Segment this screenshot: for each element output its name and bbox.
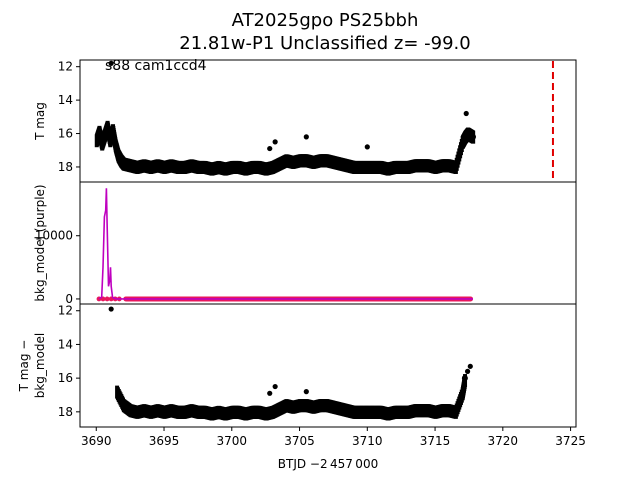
bkg-point xyxy=(104,296,110,302)
outlier-point xyxy=(108,306,114,312)
outlier-point xyxy=(267,145,273,152)
y-tick-label: 14 xyxy=(58,93,73,107)
y-tick-label: 0 xyxy=(65,292,73,306)
y-tick-label: 12 xyxy=(58,60,73,74)
outlier-point xyxy=(364,144,370,150)
outlier-point xyxy=(267,390,273,396)
outlier-point xyxy=(463,110,469,117)
outlier-point xyxy=(272,139,278,145)
x-tick-label: 3720 xyxy=(488,434,519,448)
x-tick-label: 3700 xyxy=(217,434,248,448)
data-point xyxy=(470,133,477,140)
y-axis-label: bkg_model xyxy=(33,333,47,399)
y-tick-label: 18 xyxy=(58,160,73,174)
chart-title-line2: 21.81w-P1 Unclassified z= -99.0 xyxy=(179,33,470,54)
panel-data xyxy=(108,306,473,421)
y-axis-label: bkg_model (purple) xyxy=(33,184,47,301)
y-tick-label: 10000 xyxy=(35,229,73,243)
outlier-point xyxy=(464,368,471,374)
y-tick-label: 16 xyxy=(58,371,73,385)
y-tick-label: 14 xyxy=(58,337,73,351)
panel-frame xyxy=(79,303,577,428)
outlier-point xyxy=(108,60,114,66)
x-tick-label: 3715 xyxy=(420,434,451,448)
x-tick-label: 3725 xyxy=(555,434,586,448)
y-axis-label: T mag xyxy=(33,102,47,141)
x-tick-label: 3710 xyxy=(352,434,383,448)
y-axis-label: T mag − xyxy=(17,340,31,393)
panel-data xyxy=(94,60,477,176)
outlier-point xyxy=(467,363,473,369)
chart-title-line1: AT2025gpo PS25bbh xyxy=(232,10,419,31)
panel-annotation: s88 cam1ccd4 xyxy=(105,58,207,74)
y-tick-label: 16 xyxy=(58,127,73,141)
panel-bottom: 12 14 16 18 T mag − bkg_model 3690 3695 3700 3705… xyxy=(17,303,586,471)
x-tick-label: 3695 xyxy=(149,434,180,448)
x-tick-label: 3690 xyxy=(81,434,112,448)
outlier-point xyxy=(303,134,309,140)
panel-data xyxy=(96,188,474,302)
panel-top: 12 14 16 18 T mag s88 cam1ccd4 xyxy=(33,58,577,183)
x-tick-label: 3705 xyxy=(284,434,315,448)
panel-frame xyxy=(79,181,577,305)
outlier-point xyxy=(303,389,309,395)
y-tick-label: 18 xyxy=(58,405,73,419)
outlier-point xyxy=(272,383,278,390)
y-tick-label: 12 xyxy=(58,304,73,318)
bkg-model-line xyxy=(98,188,473,300)
data-point xyxy=(461,375,468,382)
x-axis-label: BTJD −2 457 000 xyxy=(278,457,378,471)
